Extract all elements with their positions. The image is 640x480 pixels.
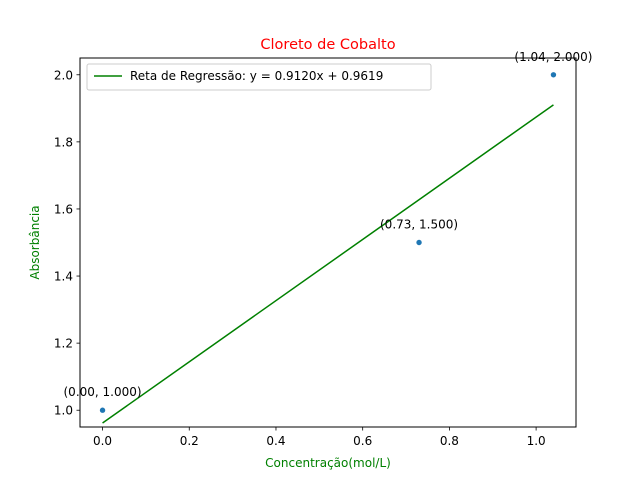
y-axis-title: Absorbância [28,205,42,279]
data-point [416,239,422,246]
data-point-label: (0.73, 1.500) [380,218,458,232]
x-tick-label: 1.0 [527,434,546,448]
data-point-label: (1.04, 2.000) [514,50,592,64]
x-tick-label: 0.0 [93,434,112,448]
x-tick-label: 0.2 [180,434,199,448]
legend-box [86,63,432,91]
x-axis-title: Concentração(mol/L) [265,456,391,470]
regression-layer [102,104,554,424]
y-tick-label: 2.0 [54,68,73,82]
points-layer [99,72,557,413]
regression-line [102,104,554,424]
y-tick-label: 1.2 [54,337,73,351]
y-axis-ticks: 1.0 1.2 1.4 1.6 1.8 2.0 [54,68,80,418]
x-tick-label: 0.4 [266,434,285,448]
point-labels-layer: (0.00, 1.000) (0.73, 1.500) (1.04, 2.000) [64,50,593,399]
data-point [550,72,557,78]
x-axis-ticks: 0.0 0.2 0.4 0.6 0.8 1.0 [93,427,546,448]
data-point-label: (0.00, 1.000) [64,385,142,399]
y-tick-label: 1.6 [54,202,73,216]
legend: Reta de Regressão: y = 0.9120x + 0.9619 [86,63,432,91]
x-tick-label: 0.8 [440,434,459,448]
data-point [99,407,106,413]
x-tick-label: 0.6 [353,434,372,448]
plot-frame [79,57,577,428]
chart-title: Cloreto de Cobalto [260,37,395,53]
y-tick-label: 1.4 [54,270,73,284]
legend-label: Reta de Regressão: y = 0.9120x + 0.9619 [130,69,383,83]
y-tick-label: 1.0 [54,404,73,418]
y-tick-label: 1.8 [54,135,73,149]
